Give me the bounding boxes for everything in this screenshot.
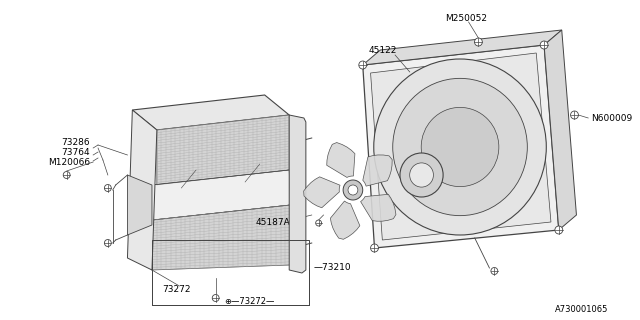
Circle shape	[348, 185, 358, 195]
Circle shape	[316, 220, 321, 226]
Text: ⊕—73272—: ⊕—73272—	[225, 298, 275, 307]
Text: 73310: 73310	[407, 135, 436, 145]
Text: 45131: 45131	[422, 207, 450, 217]
Circle shape	[371, 244, 378, 252]
Circle shape	[421, 108, 499, 187]
Circle shape	[555, 226, 563, 234]
Polygon shape	[289, 115, 306, 273]
Text: 73764: 73764	[61, 148, 90, 156]
Polygon shape	[132, 95, 289, 130]
Circle shape	[63, 172, 70, 179]
Circle shape	[491, 268, 498, 275]
Text: N600009: N600009	[591, 114, 632, 123]
Polygon shape	[360, 194, 396, 221]
Text: 73311: 73311	[407, 148, 436, 156]
Circle shape	[212, 294, 219, 301]
Polygon shape	[127, 110, 157, 270]
Circle shape	[359, 61, 367, 69]
Polygon shape	[371, 53, 551, 240]
Polygon shape	[330, 201, 360, 239]
Polygon shape	[152, 205, 290, 270]
Circle shape	[104, 185, 111, 191]
Text: 73286: 73286	[61, 138, 90, 147]
Text: —73210: —73210	[314, 263, 351, 273]
Circle shape	[400, 153, 443, 197]
Polygon shape	[152, 170, 290, 220]
Circle shape	[540, 41, 548, 49]
Polygon shape	[363, 45, 559, 248]
Polygon shape	[127, 175, 152, 235]
Circle shape	[571, 111, 579, 119]
Polygon shape	[157, 115, 289, 185]
Text: 45122: 45122	[368, 45, 397, 54]
Text: 45187A: 45187A	[255, 218, 290, 227]
Circle shape	[343, 180, 363, 200]
Polygon shape	[303, 177, 340, 208]
Text: M120066: M120066	[48, 157, 90, 166]
Circle shape	[374, 59, 547, 235]
Text: M250052: M250052	[445, 13, 486, 22]
Circle shape	[393, 78, 527, 216]
Text: A730001065: A730001065	[554, 306, 608, 315]
Polygon shape	[327, 142, 355, 177]
Circle shape	[104, 239, 111, 246]
Text: 73272: 73272	[162, 285, 190, 294]
Polygon shape	[544, 30, 577, 230]
Circle shape	[474, 38, 483, 46]
Circle shape	[410, 163, 433, 187]
Polygon shape	[363, 155, 392, 186]
Polygon shape	[363, 30, 562, 65]
